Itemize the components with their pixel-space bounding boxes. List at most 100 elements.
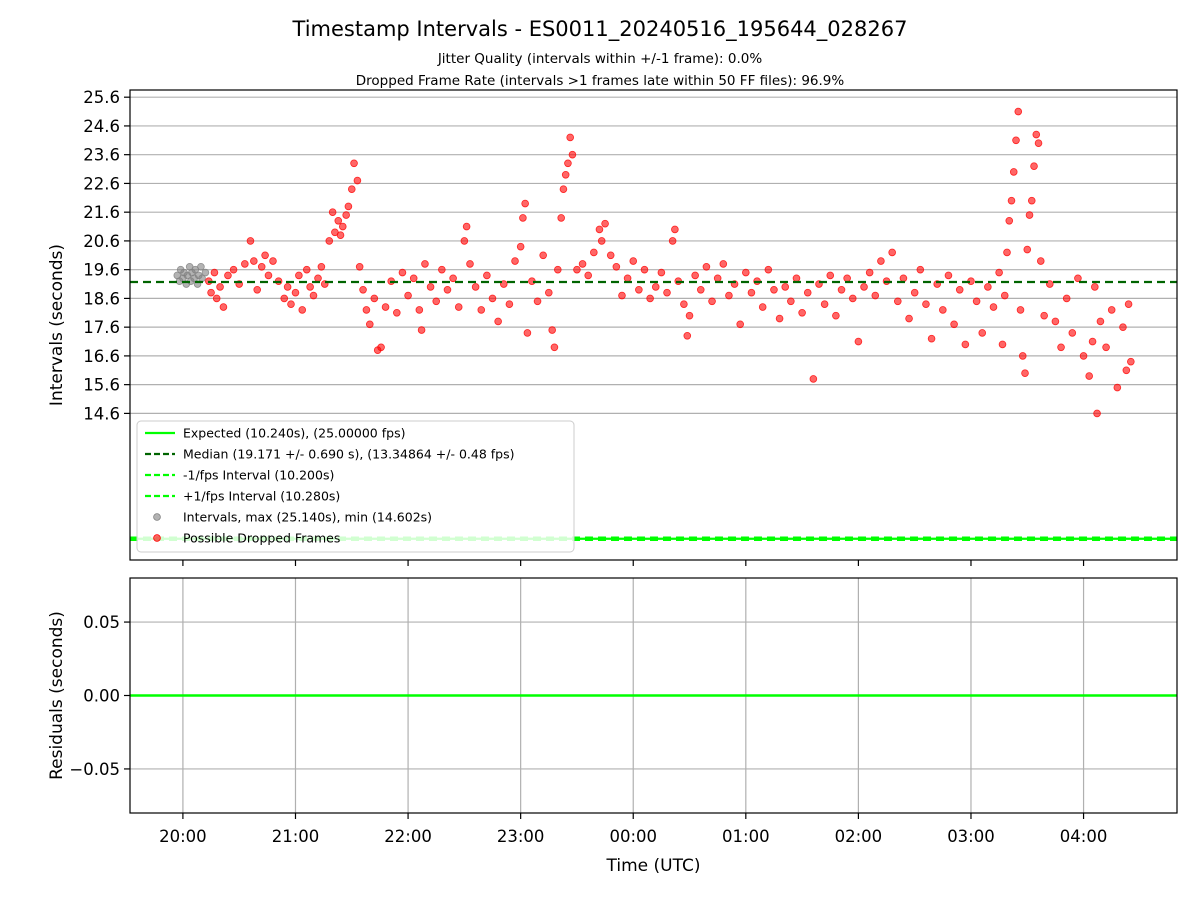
- dropped-frame-point: [629, 257, 638, 265]
- dropped-frame-point: [521, 199, 529, 208]
- dropped-frame-point: [241, 260, 249, 268]
- dropped-frame-point: [393, 308, 401, 317]
- dropped-frame-point: [280, 294, 289, 303]
- dropped-frame-point: [1007, 196, 1016, 205]
- chart-title: Timestamp Intervals - ES0011_20240516_19…: [292, 17, 908, 42]
- dropped-frame-point: [590, 248, 598, 257]
- dropped-frame-point: [747, 288, 756, 297]
- dropped-frame-point: [668, 237, 677, 245]
- dropped-frame-point: [905, 314, 913, 323]
- dropped-frame-point: [1085, 372, 1093, 380]
- dropped-frame-point: [877, 257, 885, 265]
- dropped-frame-point: [899, 274, 908, 283]
- dropped-frame-point: [601, 219, 609, 228]
- y-tick-label: 18.6: [83, 289, 120, 308]
- dropped-frame-point: [1062, 294, 1071, 303]
- dropped-frame-point: [370, 294, 379, 303]
- x-tick-label: 00:00: [609, 827, 657, 846]
- x-tick-label: 02:00: [835, 827, 883, 846]
- legend: Expected (10.240s), (25.00000 fps) Median…: [136, 420, 575, 553]
- dropped-frame-point: [338, 222, 347, 231]
- y-axis-label: Intervals (seconds): [47, 244, 67, 406]
- dropped-frame-point: [287, 300, 295, 308]
- dropped-frame-point: [984, 283, 992, 291]
- y-tick-label: −0.05: [69, 760, 120, 779]
- dropped-frame-point: [438, 265, 446, 274]
- interval-point: [197, 262, 205, 271]
- dropped-frame-point: [253, 285, 262, 294]
- dropped-frame-point: [848, 294, 857, 303]
- dropped-frame-point: [257, 262, 266, 271]
- dropped-frame-point: [342, 211, 350, 219]
- dropped-frame-point: [893, 297, 902, 306]
- dropped-frame-point: [355, 262, 364, 271]
- dropped-frame-point: [328, 208, 337, 216]
- dropped-frame-point: [635, 285, 643, 294]
- dropped-frame-point: [264, 271, 273, 280]
- y-tick-label: 22.6: [83, 174, 120, 193]
- dropped-frame-point: [972, 297, 981, 306]
- dropped-frame-point: [1122, 366, 1131, 375]
- x-tick-label: 21:00: [272, 827, 320, 846]
- dropped-frame-point: [595, 225, 604, 234]
- dropped-frame-point: [685, 311, 694, 320]
- dropped-frame-point: [578, 260, 587, 268]
- dropped-frame-point: [736, 320, 744, 329]
- y-tick-label: 21.6: [83, 203, 120, 222]
- x-tick-label: 22:00: [384, 827, 432, 846]
- dropped-frame-point: [365, 320, 374, 329]
- dropped-frame-point: [1093, 409, 1101, 418]
- dropped-frame-point: [826, 271, 835, 280]
- dropped-frame-point: [557, 214, 565, 222]
- dropped-frame-point: [989, 303, 998, 311]
- dropped-frame-point: [713, 274, 722, 283]
- dropped-frame-point: [488, 294, 497, 303]
- dropped-frame-point: [657, 268, 666, 277]
- dropped-frame-point: [696, 285, 705, 294]
- dropped-frame-point: [523, 329, 532, 337]
- dropped-frame-point: [708, 297, 716, 306]
- dropped-frame-point: [519, 214, 527, 222]
- dropped-frame-point: [939, 306, 947, 314]
- dropped-frame-point: [216, 283, 224, 291]
- legend-intervals-label: Intervals, max (25.140s), min (14.602s): [183, 510, 432, 525]
- dropped-frames-series: [205, 107, 1135, 418]
- dropped-frame-point: [409, 274, 418, 283]
- dropped-frame-point: [359, 285, 367, 294]
- dropped-frame-point: [651, 283, 660, 291]
- dropped-frame-point: [683, 331, 692, 340]
- dropped-frame-point: [544, 288, 553, 297]
- dropped-frame-point: [415, 306, 424, 314]
- dropped-frame-point: [559, 185, 568, 193]
- dropped-frame-point: [539, 251, 547, 260]
- y-tick-label: 17.6: [83, 318, 120, 337]
- intervals-plot: 14.6 15.6 16.6 17.6 18.6 19.6 20.6 21.6 22.6 23.6…: [47, 88, 1178, 566]
- dropped-frame-point: [1096, 317, 1105, 326]
- dropped-frame-point: [832, 311, 840, 320]
- x-tick-label: 20:00: [159, 827, 207, 846]
- dropped-frame-point: [306, 283, 314, 291]
- dropped-frame-point: [1025, 211, 1034, 219]
- dropped-frame-point: [499, 280, 508, 288]
- dropped-frame-point: [612, 262, 621, 271]
- dropped-frame-point: [404, 291, 412, 300]
- dropped-frame-point: [1012, 136, 1020, 145]
- dropped-frame-point: [454, 303, 463, 311]
- dropped-frame-point: [671, 225, 679, 234]
- dropped-frame-point: [295, 271, 303, 280]
- x-tick-label: 01:00: [722, 827, 770, 846]
- dropped-frame-point: [843, 274, 851, 283]
- dropped-frame-point: [466, 260, 474, 268]
- dropped-frame-point: [353, 176, 362, 185]
- dropped-frame-point: [212, 294, 221, 303]
- dropped-frame-point: [691, 271, 699, 280]
- dropped-frame-point: [298, 306, 307, 314]
- dropped-frame-point: [398, 268, 407, 277]
- y-axis-label: Residuals (seconds): [47, 611, 67, 780]
- dropped-frame-point: [1003, 248, 1011, 257]
- dropped-frame-point: [1021, 369, 1029, 377]
- dropped-frame-point: [443, 285, 452, 294]
- y-tick-label: 15.6: [83, 376, 120, 395]
